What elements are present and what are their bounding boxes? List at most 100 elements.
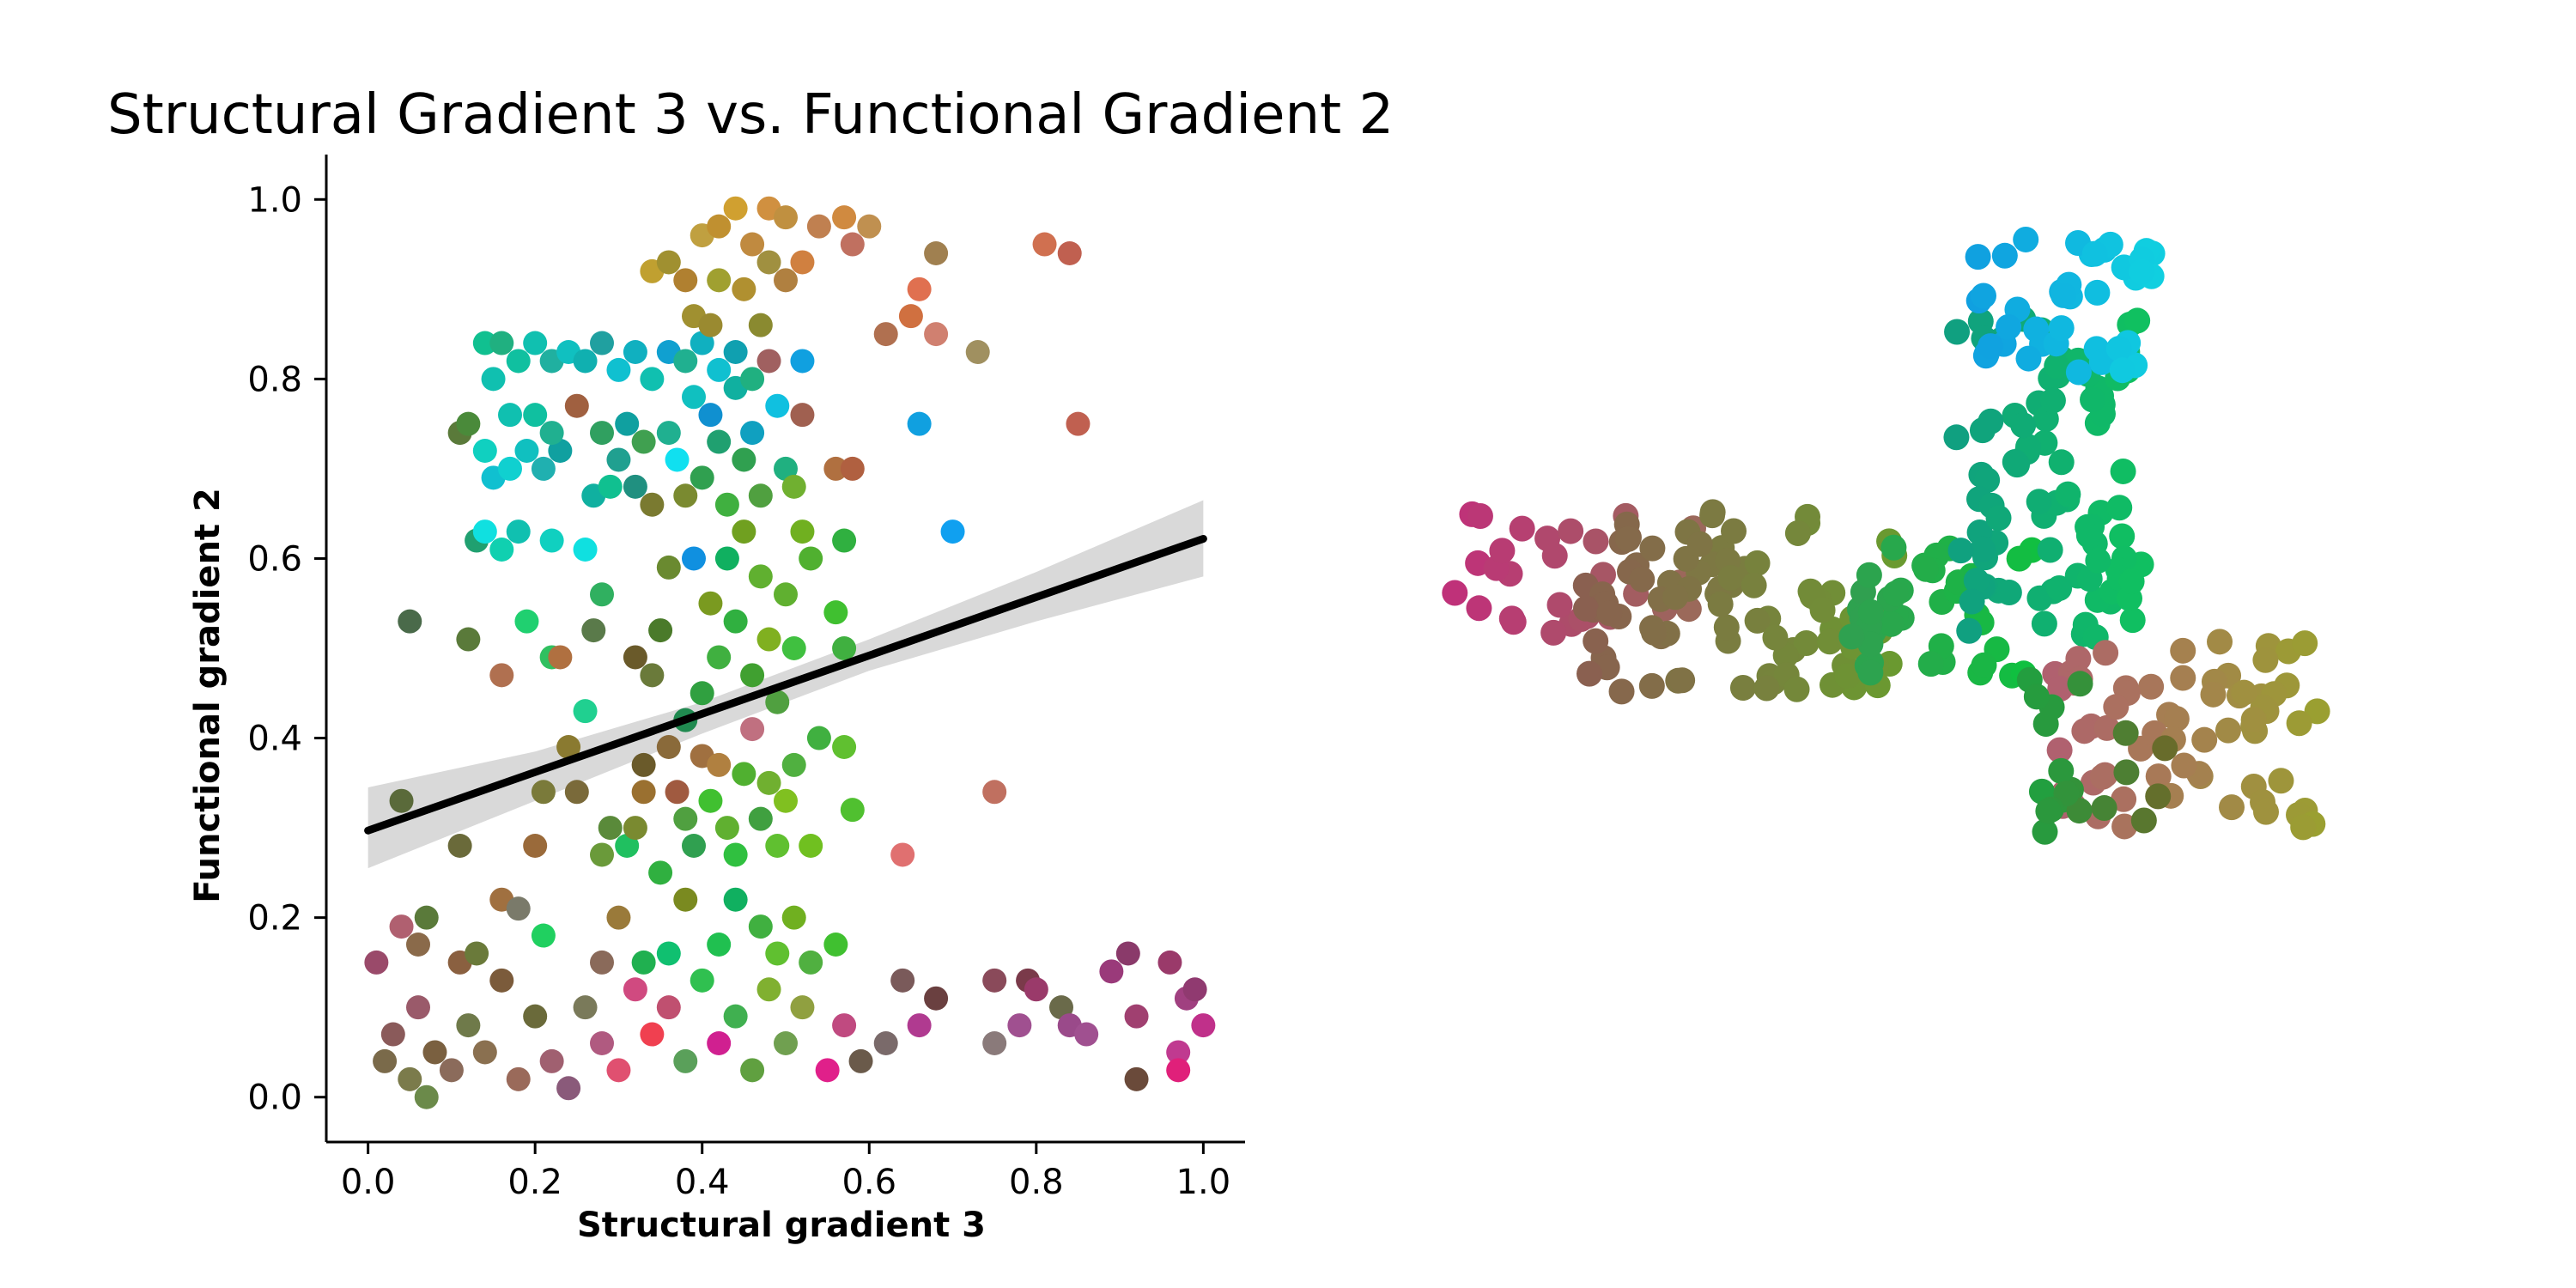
cloud-point	[2219, 794, 2245, 821]
cloud-point	[1816, 629, 1843, 655]
data-point	[640, 663, 665, 688]
cloud-point	[1834, 663, 1861, 690]
data-point	[765, 393, 790, 418]
data-point	[489, 538, 514, 562]
data-point	[472, 331, 497, 355]
data-point	[581, 618, 606, 643]
cloud-point	[2268, 768, 2294, 794]
data-point	[748, 806, 773, 831]
cloud-point	[1608, 678, 1635, 705]
data-point	[1166, 1040, 1191, 1065]
cloud-point	[1880, 534, 1907, 561]
x-tick-label: 0.2	[507, 1163, 562, 1202]
data-point	[523, 403, 548, 428]
data-point	[698, 403, 723, 428]
cloud-point	[1970, 283, 1996, 309]
cloud-point	[1669, 667, 1696, 694]
data-point	[615, 834, 640, 858]
data-point	[840, 456, 865, 481]
cloud-point	[2032, 711, 2059, 738]
data-point	[414, 1084, 439, 1109]
data-point	[732, 762, 756, 787]
data-point	[857, 214, 882, 239]
data-point	[556, 1076, 581, 1101]
cloud-point	[1991, 242, 2018, 269]
cloud-point	[1500, 609, 1527, 635]
data-point	[590, 1031, 614, 1055]
data-point	[656, 995, 681, 1020]
data-point	[690, 331, 714, 355]
data-point	[623, 816, 647, 841]
data-point	[823, 600, 848, 625]
data-point	[723, 1004, 748, 1029]
data-point	[673, 483, 698, 508]
data-point	[774, 1031, 798, 1055]
data-point	[707, 214, 732, 239]
data-point	[573, 349, 598, 374]
data-point	[364, 950, 389, 975]
cloud-point	[1744, 550, 1771, 576]
cloud-point	[1583, 628, 1609, 654]
data-point	[656, 555, 681, 580]
data-point	[564, 780, 589, 805]
data-point	[1099, 959, 1124, 984]
cloud-point	[2050, 282, 2077, 308]
data-point	[590, 842, 614, 867]
data-point	[389, 914, 414, 939]
cloud-point	[2075, 522, 2102, 549]
data-point	[823, 933, 848, 957]
data-point	[799, 546, 823, 571]
cloud-point	[1857, 659, 1884, 686]
cloud-point	[1985, 505, 2012, 532]
cloud-point	[2130, 807, 2157, 834]
cloud-point	[1699, 502, 1726, 529]
cloud-point	[1944, 319, 1971, 345]
cloud-point	[2207, 629, 2233, 655]
data-point	[590, 331, 614, 355]
scatter-plot-left: 0.0 0.2 0.4 0.6 0.8 1.0 0.0 0.2 0.4 0.6 0.8 1.0 Str…	[188, 155, 1245, 1245]
cloud-point	[2112, 720, 2139, 746]
data-point	[1057, 241, 1082, 265]
cloud-point	[1943, 424, 1970, 451]
cloud-point	[2145, 763, 2172, 790]
cloud-point	[2080, 386, 2106, 413]
cloud-point	[1784, 519, 1811, 546]
data-point	[531, 456, 556, 481]
data-point	[506, 1066, 531, 1091]
cloud-point	[2103, 694, 2129, 720]
data-point	[498, 456, 522, 481]
data-point	[465, 941, 489, 966]
data-point	[1115, 941, 1140, 966]
data-point	[648, 618, 673, 643]
data-point	[656, 250, 681, 275]
data-point	[523, 1004, 548, 1029]
data-point	[832, 528, 857, 553]
cloud-point	[1466, 595, 1492, 622]
x-tick-label: 0.8	[1009, 1163, 1064, 1202]
data-point	[1024, 977, 1048, 1002]
cloud-point	[1912, 556, 1939, 582]
data-point	[665, 447, 690, 472]
data-point	[489, 663, 514, 688]
data-point	[790, 349, 815, 374]
cloud-point	[2118, 568, 2145, 595]
data-point	[698, 591, 723, 616]
point-cloud-right	[1442, 226, 2330, 845]
cloud-point	[1971, 652, 1997, 678]
cloud-point	[2026, 585, 2053, 611]
data-point	[1157, 950, 1182, 975]
cloud-point	[2093, 640, 2119, 666]
cloud-point	[1753, 675, 1780, 702]
data-point	[707, 933, 732, 957]
cloud-point	[1959, 588, 1985, 615]
data-point	[774, 268, 798, 293]
data-point	[924, 322, 949, 347]
cloud-point	[1762, 624, 1789, 651]
data-point	[414, 905, 439, 930]
data-point	[472, 1040, 497, 1065]
data-point	[1182, 977, 1207, 1002]
data-point	[623, 474, 647, 499]
regression-line	[364, 534, 1207, 835]
y-tick-label: 0.0	[247, 1078, 302, 1118]
